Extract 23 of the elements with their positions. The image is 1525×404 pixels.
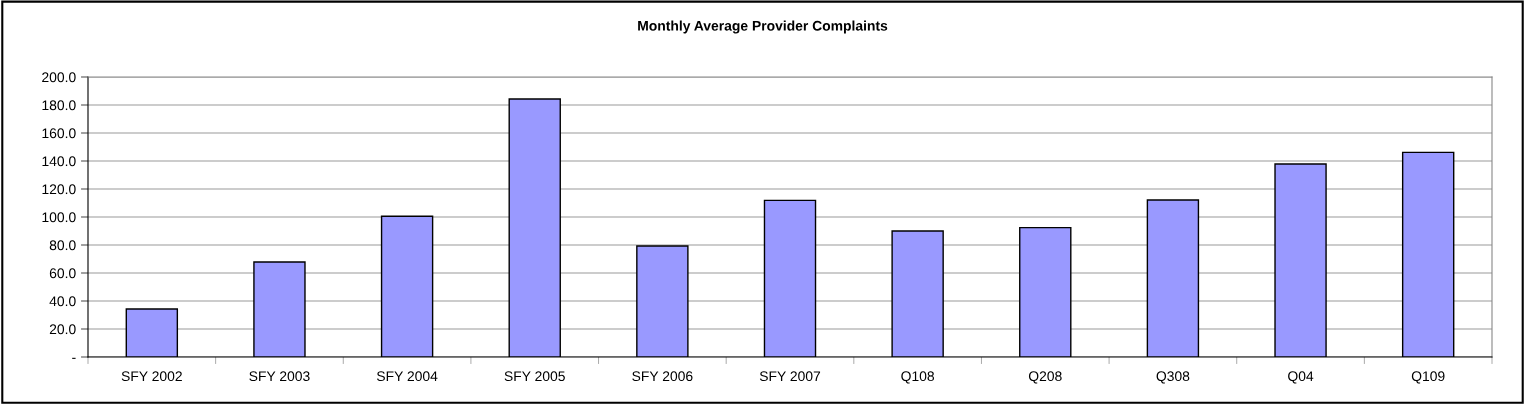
x-tick-label: Q109: [1411, 371, 1445, 384]
y-tick-label: 200.0: [42, 72, 76, 83]
x-tick-label: SFY 2004: [376, 371, 438, 382]
y-tick-label: -: [72, 357, 76, 359]
x-tick-label: Q308: [1156, 371, 1190, 384]
y-tick-label: 100.0: [42, 212, 76, 223]
x-tick-label: SFY 2002: [121, 371, 182, 382]
x-tick-label: Q04: [1288, 371, 1314, 384]
y-tick-label: 180.0: [42, 100, 76, 111]
x-tick-label: SFY 2006: [632, 371, 693, 382]
x-tick-label: Q208: [1028, 371, 1062, 384]
y-tick-label: 20.0: [49, 324, 76, 335]
x-tick-label: Q108: [901, 371, 935, 384]
y-tick-label: 40.0: [49, 296, 76, 307]
x-tick-label: SFY 2005: [504, 371, 565, 382]
y-tick-label: 120.0: [42, 184, 76, 195]
x-tick-label: SFY 2007: [759, 371, 821, 382]
x-tick-label: SFY 2003: [249, 371, 310, 382]
y-tick-label: 60.0: [49, 268, 76, 279]
chart-title: Monthly Average Provider Complaints: [638, 20, 888, 34]
y-tick-label: 80.0: [49, 240, 76, 251]
y-tick-label: 160.0: [42, 128, 76, 139]
y-tick-label: 140.0: [42, 156, 76, 167]
